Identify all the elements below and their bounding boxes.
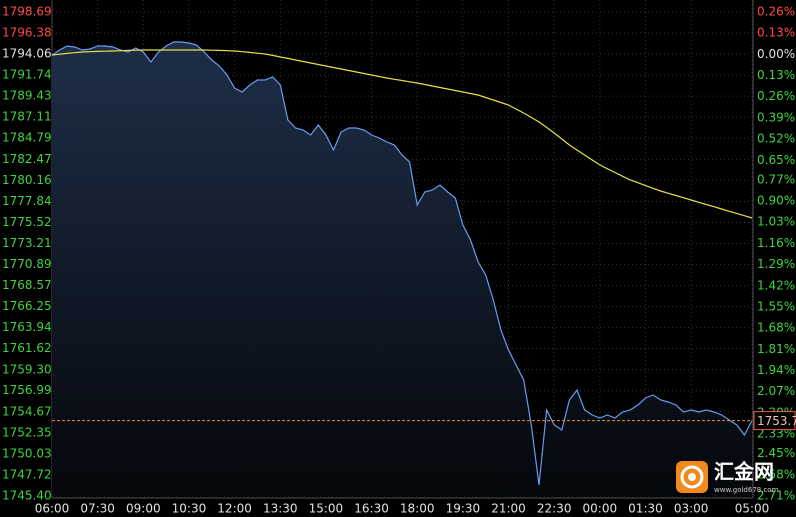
y-tick-label: 1794.06	[2, 47, 52, 61]
y2-tick-label: 1.03%	[757, 215, 795, 229]
y2-tick-label: 0.65%	[757, 153, 795, 167]
y-tick-label: 1791.74	[2, 68, 52, 82]
x-tick-label: 18:00	[400, 502, 435, 516]
y2-tick-label: 0.00%	[757, 47, 795, 61]
y-tick-label: 1775.52	[2, 215, 52, 229]
y-tick-label: 1759.30	[2, 362, 52, 376]
y2-tick-label: 0.52%	[757, 132, 795, 146]
y2-tick-label: 1.68%	[757, 321, 795, 335]
x-tick-label: 03:00	[674, 502, 709, 516]
x-tick-label: 09:00	[126, 502, 161, 516]
current-price-label: 1753.7	[757, 414, 796, 428]
x-tick-label: 16:30	[354, 502, 389, 516]
labels: 1798.69 1796.38 1794.06 1791.74 1789.43 1787.…	[2, 5, 796, 516]
current-price-box	[753, 411, 796, 431]
x-tick-label: 19:30	[446, 502, 481, 516]
y-tick-label: 1787.11	[2, 110, 52, 124]
x-tick-label: 15:00	[309, 502, 344, 516]
y-tick-label: 1768.57	[2, 278, 52, 292]
logo-url: www.gold678.com	[714, 486, 779, 494]
y2-tick-label: 2.71%	[757, 489, 795, 503]
y-tick-label: 1745.40	[2, 489, 52, 503]
y2-tick-label: 0.26%	[757, 89, 795, 103]
y-tick-label: 1770.89	[2, 257, 52, 271]
y-tick-label: 1747.72	[2, 467, 52, 481]
y-tick-label: 1789.43	[2, 89, 52, 103]
y-tick-label: 1756.99	[2, 383, 52, 397]
watermark: 汇金网 www.gold678.com	[676, 460, 779, 494]
y2-tick-label: 2.07%	[757, 384, 795, 398]
y2-tick-label: 0.13%	[757, 26, 795, 40]
x-tick-label: 06:00	[35, 502, 70, 516]
y-tick-label: 1761.62	[2, 341, 52, 355]
y2-tick-label: 0.26%	[757, 5, 795, 19]
y2-tick-label: 1.16%	[757, 236, 795, 250]
plot	[51, 41, 753, 496]
y2-tick-label: 0.90%	[757, 194, 795, 208]
y-tick-label: 1782.47	[2, 152, 52, 166]
y2-tick-label: 0.13%	[757, 68, 795, 82]
logo-dot	[688, 473, 696, 481]
x-tick-label: 12:00	[217, 502, 252, 516]
y2-tick-label: 2.58%	[757, 467, 795, 481]
y-tick-label: 1754.67	[2, 404, 52, 418]
y-tick-label: 1796.38	[2, 25, 52, 39]
y2-tick-label: 0.77%	[757, 172, 795, 186]
y-tick-label: 1798.69	[2, 5, 52, 19]
y2-tick-label: 1.29%	[757, 257, 795, 271]
y-tick-label: 1777.84	[2, 194, 52, 208]
x-tick-label: 22:30	[537, 502, 572, 516]
average-line	[51, 49, 753, 219]
y2-tick-label: 1.55%	[757, 299, 795, 313]
y-tick-label: 1784.79	[2, 131, 52, 145]
y2-tick-label: 2.45%	[757, 446, 795, 460]
x-tick-label: 00:00	[583, 502, 618, 516]
y2-tick-label: 1.81%	[757, 342, 795, 356]
y-tick-label: 1780.16	[2, 173, 52, 187]
y-tick-label: 1763.94	[2, 320, 52, 334]
y2-tick-label: 1.94%	[757, 363, 795, 377]
price-line	[51, 41, 753, 486]
x-tick-label: 21:00	[491, 502, 526, 516]
x-tick-label: 10:30	[172, 502, 207, 516]
y2-tick-label: 1.42%	[757, 278, 795, 292]
y2-tick-label: 0.39%	[757, 110, 795, 124]
x-tick-label: 07:30	[80, 502, 115, 516]
y-tick-label: 1766.25	[2, 299, 52, 313]
logo-name: 汇金网	[714, 460, 774, 484]
y-tick-label: 1773.21	[2, 236, 52, 250]
price-area	[52, 42, 752, 496]
y-tick-label: 1752.35	[2, 425, 52, 439]
logo-ring	[680, 465, 704, 489]
x-tick-label: 13:30	[263, 502, 298, 516]
x-tick-label: 05:00	[735, 502, 770, 516]
x-tick-label: 01:30	[628, 502, 663, 516]
y-tick-label: 1750.03	[2, 446, 52, 460]
